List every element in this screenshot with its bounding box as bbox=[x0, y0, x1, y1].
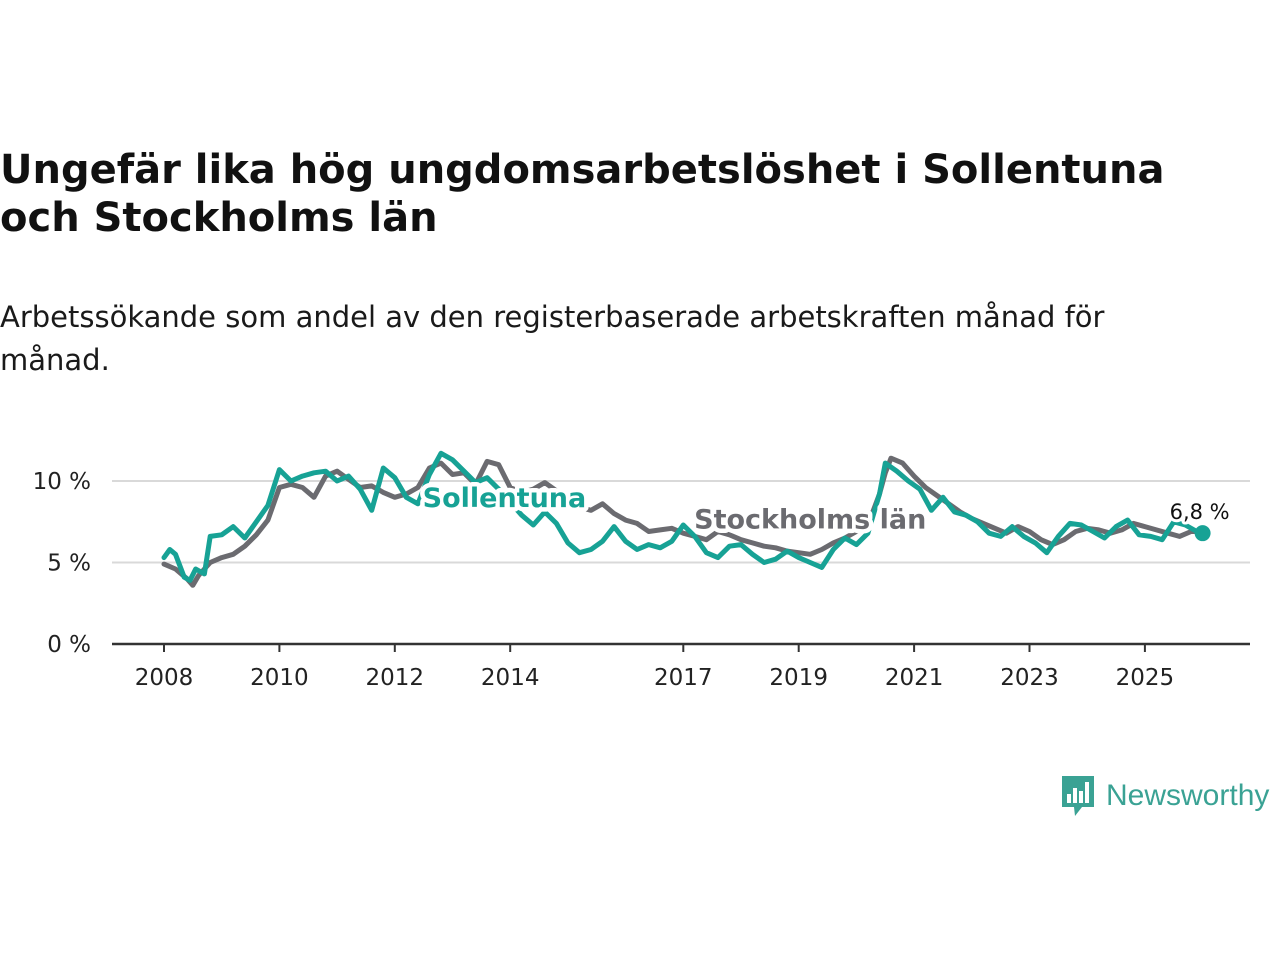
chart-subtitle: Arbetssökande som andel av den registerb… bbox=[0, 300, 1105, 377]
x-tick-label-2012: 2012 bbox=[366, 665, 425, 691]
x-tick-label-2021: 2021 bbox=[885, 665, 944, 691]
line-chart: 0 % 5 % 10 % 2008 2010 2012 2014 2017 2019 2021 20… bbox=[33, 450, 1250, 691]
end-point-marker bbox=[1194, 525, 1211, 542]
series-line-sollentuna bbox=[161, 450, 1206, 583]
newsworthy-logo: Newsworthy bbox=[1060, 774, 1269, 818]
x-tick-label-2019: 2019 bbox=[769, 665, 828, 691]
newsworthy-logo-text: Newsworthy bbox=[1106, 779, 1270, 812]
end-value-label-halo: 6,8 % bbox=[1170, 500, 1230, 524]
newsworthy-logo-icon bbox=[1062, 776, 1094, 816]
gridlines bbox=[112, 480, 1250, 564]
y-tick-label-0: 0 % bbox=[47, 632, 91, 658]
x-tick-label-2017: 2017 bbox=[654, 665, 713, 691]
series-label-sollentuna: Sollentuna bbox=[423, 483, 587, 514]
y-tick-label-5: 5 % bbox=[47, 551, 91, 577]
x-tick-label-2025: 2025 bbox=[1116, 665, 1175, 691]
x-tick-label-2014: 2014 bbox=[481, 665, 540, 691]
y-tick-label-10: 10 % bbox=[33, 469, 91, 495]
series-label-halo-stockholms-län: Stockholms län bbox=[694, 504, 926, 535]
series-label-halo-sollentuna: Sollentuna bbox=[423, 483, 587, 514]
series-lines bbox=[161, 450, 1206, 588]
chart-title: Ungefär lika hög ungdomsarbetslöshet i S… bbox=[0, 147, 1165, 241]
x-tick-label-2023: 2023 bbox=[1000, 665, 1059, 691]
series-label-stockholms-län: Stockholms län bbox=[694, 504, 926, 535]
axes: 0 % 5 % 10 % 2008 2010 2012 2014 2017 2019 2021 20… bbox=[33, 469, 1250, 691]
x-tick-label-2010: 2010 bbox=[250, 665, 309, 691]
series-line-stockholms-län bbox=[161, 455, 1206, 588]
end-value-label: 6,8 % bbox=[1170, 500, 1230, 524]
x-tick-label-2008: 2008 bbox=[135, 665, 194, 691]
